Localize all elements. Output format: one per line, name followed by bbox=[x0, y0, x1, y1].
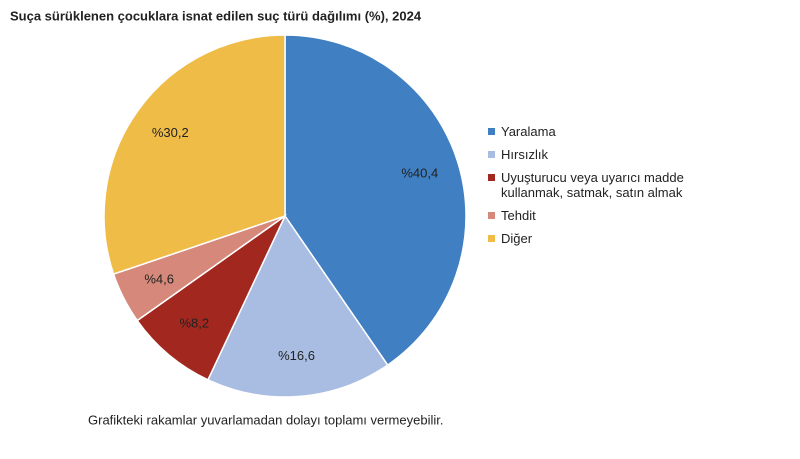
pie-slice bbox=[206, 214, 389, 398]
legend-item: Tehdit bbox=[488, 208, 728, 223]
pie-slice bbox=[103, 34, 286, 276]
data-label: %40,4 bbox=[401, 166, 438, 181]
legend-swatch bbox=[488, 174, 495, 181]
legend-swatch bbox=[488, 235, 495, 242]
legend-swatch bbox=[488, 151, 495, 158]
legend-item: Yaralama bbox=[488, 124, 728, 139]
data-label: %4,6 bbox=[144, 272, 174, 287]
legend-label: Yaralama bbox=[501, 124, 556, 139]
legend: Yaralama Hırsızlık Uyuşturucu veya uyarıcı… bbox=[488, 124, 728, 254]
legend-item: Hırsızlık bbox=[488, 147, 728, 162]
legend-swatch bbox=[488, 128, 495, 135]
legend-label: Tehdit bbox=[501, 208, 536, 223]
data-label: %8,2 bbox=[180, 316, 210, 331]
data-label: %30,2 bbox=[152, 125, 189, 140]
pie-slice bbox=[284, 34, 467, 367]
legend-label: Uyuşturucu veya uyarıcı madde kullanmak,… bbox=[501, 170, 684, 200]
chart-note: Grafikteki rakamlar yuvarlamadan dolayı … bbox=[88, 412, 443, 427]
pie-slice bbox=[136, 213, 287, 381]
legend-swatch bbox=[488, 212, 495, 219]
legend-item: Uyuşturucu veya uyarıcı madde kullanmak,… bbox=[488, 170, 728, 200]
chart-title: Suça sürüklenen çocuklara isnat edilen s… bbox=[10, 8, 422, 23]
legend-item: Diğer bbox=[488, 231, 728, 246]
legend-label: Diğer bbox=[501, 231, 533, 246]
data-label: %16,6 bbox=[278, 348, 315, 363]
legend-label: Hırsızlık bbox=[501, 147, 548, 162]
